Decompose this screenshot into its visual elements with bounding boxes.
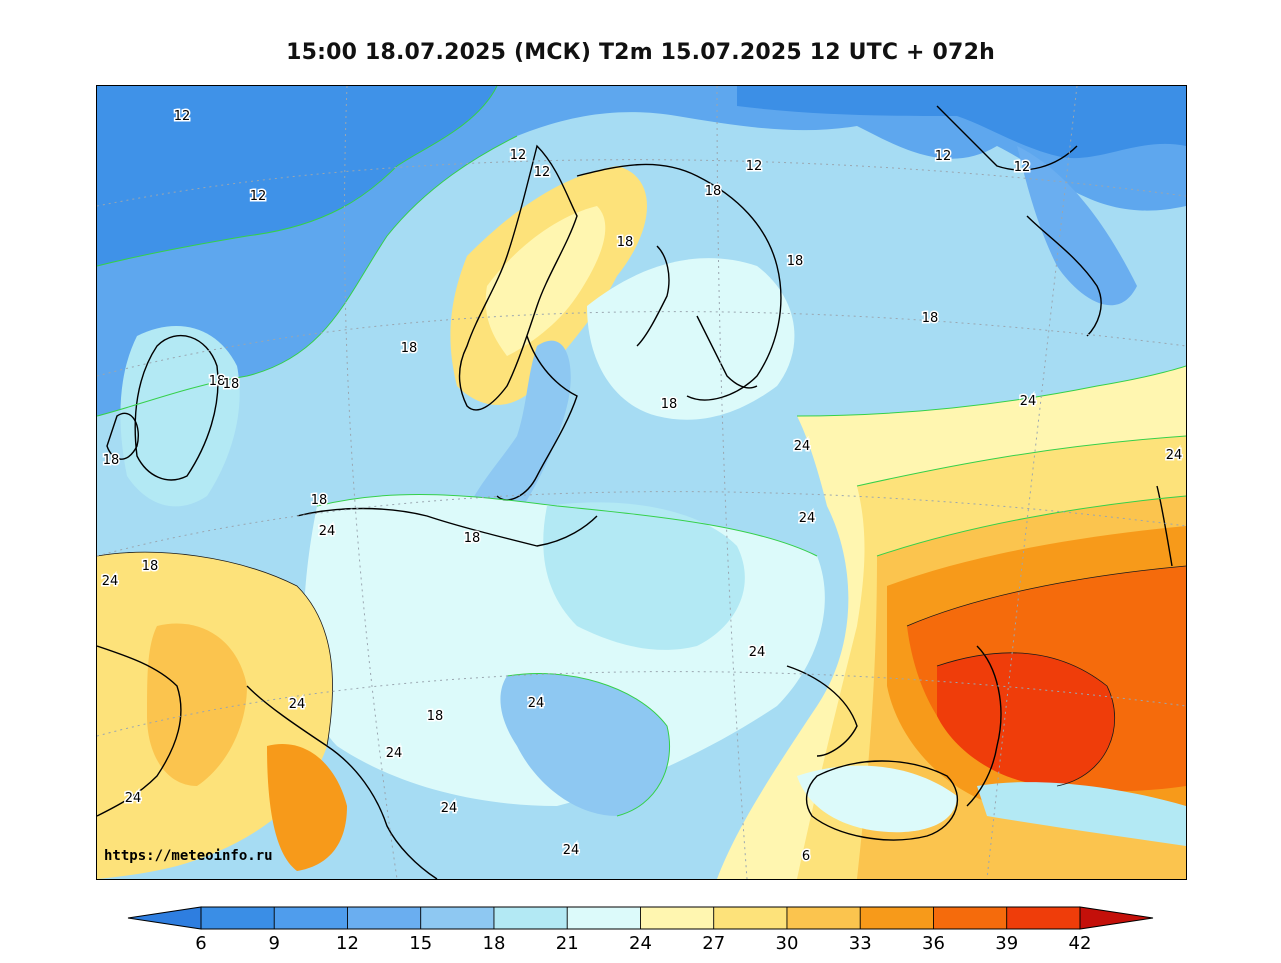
contour-value-label: 18 bbox=[661, 397, 678, 412]
contour-value-label: 18 bbox=[142, 559, 159, 574]
colorbar-swatch bbox=[640, 906, 715, 930]
colorbar-tick-label: 15 bbox=[409, 933, 432, 954]
colorbar-tick-label: 24 bbox=[629, 933, 652, 954]
colorbar-tick-label: 30 bbox=[776, 933, 799, 954]
contour-labels: 1212121212121218181818181818181818181818… bbox=[100, 108, 1184, 866]
source-url[interactable]: https://meteoinfo.ru bbox=[104, 848, 273, 864]
contour-value-label: 18 bbox=[401, 341, 418, 356]
colorbar-swatch bbox=[859, 906, 934, 930]
chart-title: 15:00 18.07.2025 (МСК) T2m 15.07.2025 12… bbox=[286, 40, 995, 65]
colorbar-tick-label: 39 bbox=[995, 933, 1018, 954]
italy-hot bbox=[267, 744, 347, 871]
contour-value-label: 24 bbox=[319, 524, 336, 539]
france-hot bbox=[147, 623, 247, 786]
colorbar-tick-label: 27 bbox=[702, 933, 725, 954]
map-canvas: 1212121212121218181818181818181818181818… bbox=[97, 86, 1186, 879]
contour-value-label: 12 bbox=[1014, 160, 1031, 175]
graticule bbox=[97, 86, 1186, 879]
contour-value-label: 18 bbox=[427, 709, 444, 724]
colorbar-outline bbox=[200, 906, 1081, 930]
baltic-sea bbox=[457, 340, 571, 540]
caucasus-cool-strip bbox=[977, 782, 1186, 846]
colorbar-swatch bbox=[786, 906, 861, 930]
contour-value-label: 24 bbox=[1166, 448, 1183, 463]
contour-value-label: 24 bbox=[749, 645, 766, 660]
colorbar-over-arrow bbox=[1079, 906, 1154, 930]
contour-value-label: 12 bbox=[510, 148, 527, 163]
contour-value-label: 12 bbox=[746, 159, 763, 174]
colorbar-legend: 6 9 12 15 18 21 24 27 30 33 36 39 42 bbox=[127, 906, 1154, 954]
colorbar-swatch bbox=[1006, 906, 1081, 930]
colorbar-swatch bbox=[566, 906, 641, 930]
finland-mild bbox=[587, 258, 795, 420]
poland-cool bbox=[543, 502, 745, 650]
colorbar-swatch bbox=[273, 906, 348, 930]
temperature-map[interactable]: 12 12 12 12 12 12 12 18 18 18 18 18 18 18 18 18 18 18 18 18… bbox=[96, 85, 1187, 880]
contour-value-label: 24 bbox=[1020, 394, 1037, 409]
contour-value-label: 18 bbox=[787, 254, 804, 269]
carpathian-cool bbox=[500, 673, 670, 816]
black-sea bbox=[797, 765, 957, 833]
contour-value-label: 12 bbox=[174, 109, 191, 124]
colorbar-swatches bbox=[200, 906, 1081, 930]
colorbar-tick-label: 6 bbox=[195, 933, 206, 954]
colorbar-swatch bbox=[347, 906, 422, 930]
colorbar-tick-label: 42 bbox=[1069, 933, 1092, 954]
contour-value-label: 18 bbox=[209, 374, 226, 389]
colorbar-tick-label: 12 bbox=[336, 933, 359, 954]
contour-value-label: 24 bbox=[563, 843, 580, 858]
colorbar-tick-label: 36 bbox=[922, 933, 945, 954]
colorbar-swatch bbox=[933, 906, 1008, 930]
contour-value-label: 24 bbox=[794, 439, 811, 454]
colorbar-tick-label: 18 bbox=[483, 933, 506, 954]
colorbar-tick-label: 21 bbox=[556, 933, 579, 954]
colorbar-under-arrow bbox=[127, 906, 202, 930]
contour-value-label: 24 bbox=[289, 697, 306, 712]
contour-value-label: 18 bbox=[922, 311, 939, 326]
colorbar-swatch bbox=[493, 906, 568, 930]
contour-value-label: 24 bbox=[441, 801, 458, 816]
novaya-zemlya-region bbox=[1017, 146, 1137, 306]
contour-value-label: 12 bbox=[534, 165, 551, 180]
british-isles bbox=[120, 326, 240, 507]
contour-value-label: 24 bbox=[125, 791, 142, 806]
colorbar-tick-label: 9 bbox=[269, 933, 280, 954]
coastlines bbox=[97, 105, 1173, 879]
colorbar-tick-labels: 6 9 12 15 18 21 24 27 30 33 36 39 42 bbox=[195, 933, 1091, 954]
colorbar-swatch bbox=[420, 906, 495, 930]
colorbar-swatch bbox=[200, 906, 275, 930]
contour-value-label: 24 bbox=[799, 511, 816, 526]
colorbar-tick-label: 33 bbox=[849, 933, 872, 954]
contour-value-label: 24 bbox=[528, 696, 545, 711]
contour-value-label: 18 bbox=[311, 493, 328, 508]
contour-value-label: 24 bbox=[102, 574, 119, 589]
contour-value-label: 18 bbox=[103, 453, 120, 468]
contour-value-label: 12 bbox=[250, 189, 267, 204]
contour-value-label: 6 bbox=[802, 849, 810, 864]
extreme-heat-core bbox=[937, 652, 1115, 786]
isotherm-lines bbox=[97, 86, 1186, 817]
contour-value-label: 24 bbox=[386, 746, 403, 761]
coldest-north-region bbox=[97, 86, 497, 266]
contour-lines bbox=[97, 551, 1186, 787]
colorbar-swatch bbox=[713, 906, 788, 930]
contour-value-label: 18 bbox=[705, 184, 722, 199]
scandinavia-mild bbox=[485, 206, 606, 356]
contour-value-label: 18 bbox=[464, 531, 481, 546]
contour-value-label: 18 bbox=[223, 377, 240, 392]
barents-cold-region bbox=[737, 86, 1186, 159]
contour-value-label: 12 bbox=[935, 149, 952, 164]
contour-value-label: 18 bbox=[617, 235, 634, 250]
